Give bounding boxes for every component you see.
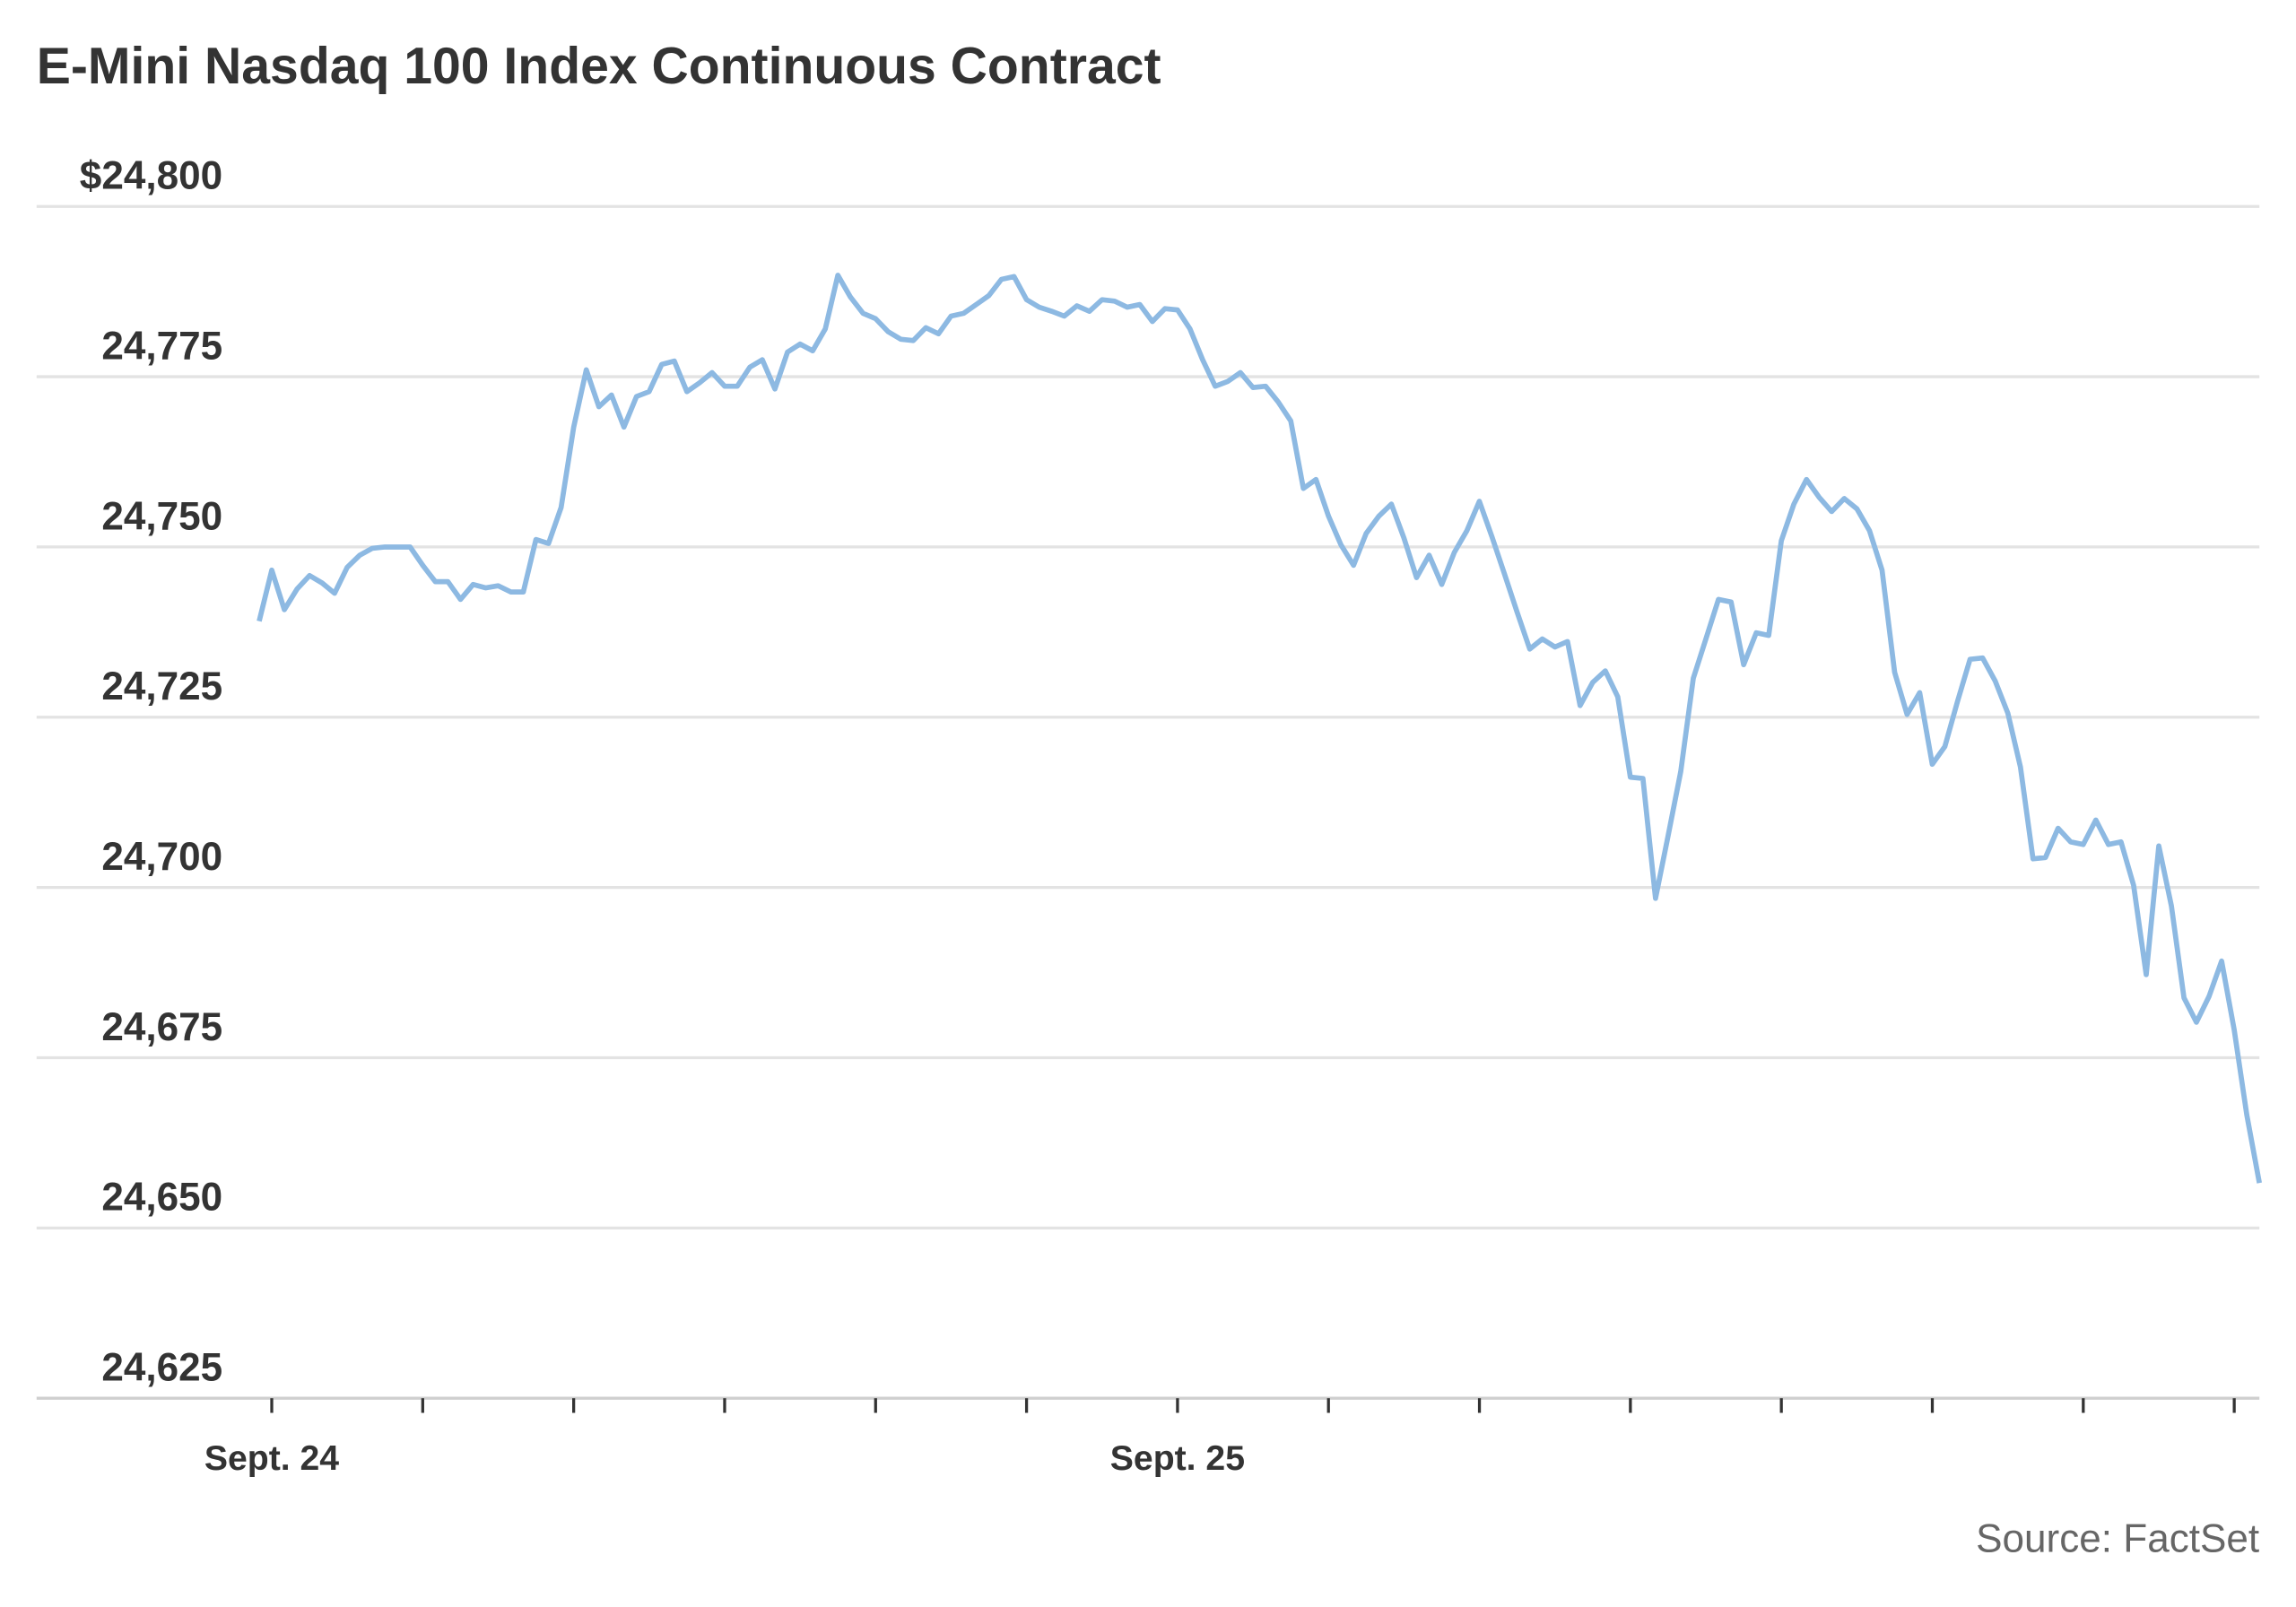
y-tick-label: 24,625 [101, 1346, 222, 1390]
y-tick-label: 24,775 [101, 324, 222, 368]
x-tick-label: Sept. 25 [1110, 1439, 1245, 1478]
source-note: Source: FactSet [1976, 1517, 2259, 1561]
chart-title: E-Mini Nasdaq 100 Index Continuous Contr… [37, 38, 1161, 95]
y-tick-label: 24,650 [101, 1176, 222, 1220]
x-axis: Sept. 24 Sept. 25 [204, 1398, 2236, 1478]
x-tick-label: Sept. 24 [204, 1439, 339, 1478]
y-tick-label: $24,800 [80, 154, 222, 198]
y-tick-label: 24,725 [101, 665, 222, 708]
y-tick-label: 24,700 [101, 835, 222, 879]
gridlines [36, 204, 2260, 1400]
y-axis-labels: $24,800 24,775 24,750 24,725 24,700 24,675 24,… [80, 154, 222, 1390]
y-tick-label: 24,675 [101, 1005, 222, 1049]
price-line [257, 273, 2262, 1184]
y-tick-label: 24,750 [101, 494, 222, 538]
